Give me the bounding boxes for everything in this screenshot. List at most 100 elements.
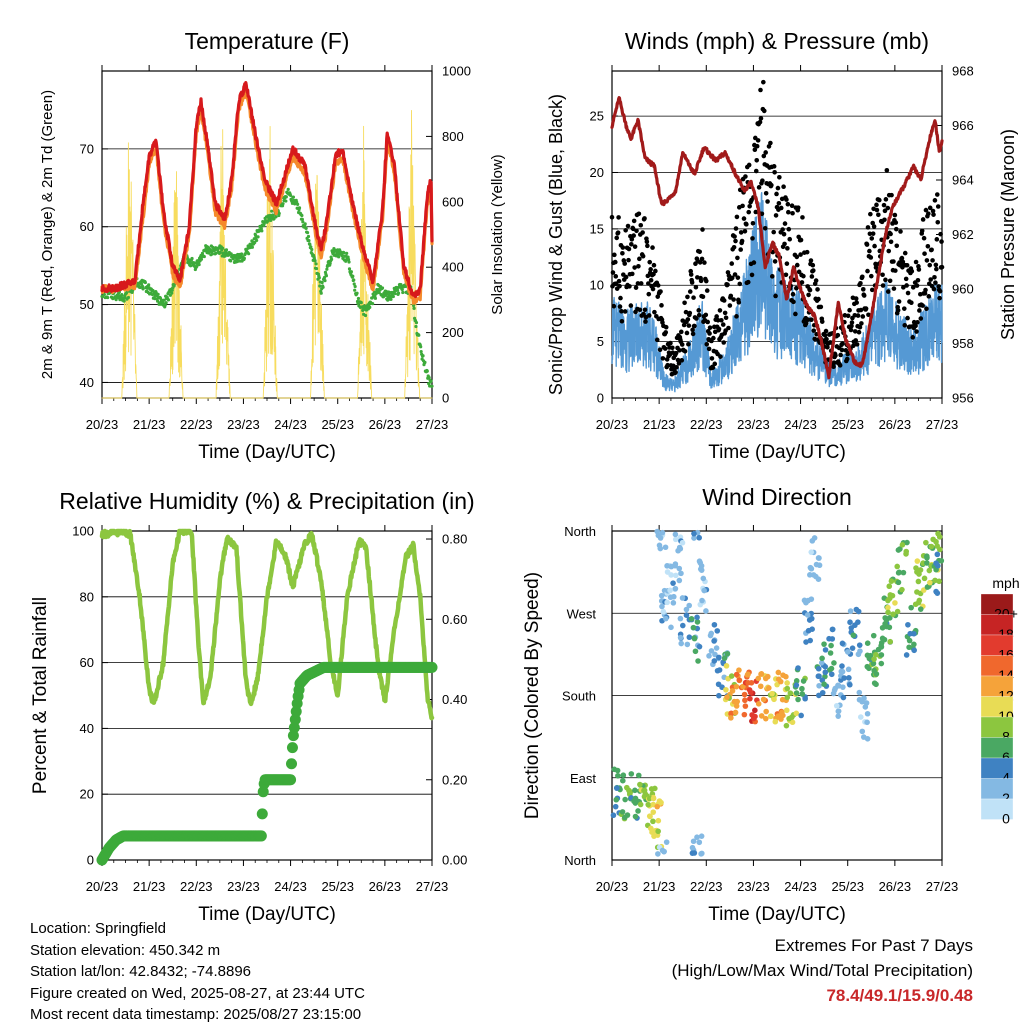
- direction-point: [632, 813, 639, 820]
- gust-point: [924, 258, 930, 263]
- direction-point: [815, 673, 822, 680]
- direction-point: [614, 767, 621, 774]
- direction-point: [659, 529, 666, 536]
- direction-point: [846, 675, 852, 681]
- gust-point: [611, 303, 617, 309]
- direction-point: [694, 619, 701, 625]
- dewpoint-point: [221, 246, 225, 250]
- dewpoint-point: [380, 286, 385, 290]
- dewpoint-point: [255, 238, 259, 243]
- dewpoint-point: [140, 284, 145, 289]
- direction-point: [712, 651, 718, 658]
- dewpoint-point: [210, 252, 214, 256]
- gust-point: [864, 242, 870, 247]
- gust-point: [698, 278, 704, 284]
- direction-point: [762, 675, 769, 682]
- winds-xtick-label: 22/23: [690, 417, 723, 432]
- direction-point: [613, 796, 620, 803]
- gust-point: [803, 320, 809, 326]
- direction-point: [748, 680, 755, 686]
- direction-point: [894, 608, 901, 615]
- gust-point: [885, 205, 891, 211]
- direction-point: [677, 545, 684, 552]
- dewpoint-point: [353, 288, 357, 292]
- direction-point: [694, 834, 700, 841]
- precip-point: [257, 786, 269, 798]
- gust-point: [728, 293, 734, 299]
- gust-point: [660, 356, 666, 361]
- direction-point: [873, 681, 879, 688]
- direction-ytick-label: North: [564, 524, 596, 539]
- gust-point: [771, 229, 776, 235]
- direction-point: [628, 771, 635, 777]
- direction-point: [699, 850, 705, 857]
- direction-point: [758, 713, 765, 719]
- direction-point: [911, 630, 917, 637]
- direction-xlabel: Time (Day/UTC): [708, 904, 846, 925]
- gust-point: [721, 298, 727, 303]
- direction-point: [655, 851, 661, 857]
- temperature-ytick-label: 60: [80, 219, 94, 234]
- temperature-ytick-right-label: 400: [442, 260, 464, 275]
- gust-point: [847, 307, 852, 313]
- dewpoint-point: [345, 251, 349, 256]
- direction-point: [815, 665, 822, 672]
- direction-point: [799, 691, 806, 697]
- gust-point: [901, 306, 907, 311]
- direction-point: [775, 669, 782, 676]
- gust-point: [662, 346, 668, 351]
- gust-point: [727, 303, 733, 308]
- gust-point: [659, 303, 664, 308]
- temperature-ytick-label: 50: [80, 297, 94, 312]
- direction-point: [677, 615, 684, 622]
- direction-point: [816, 682, 822, 689]
- direction-point: [649, 828, 656, 835]
- gust-point: [647, 259, 653, 265]
- direction-xtick-label: 21/23: [643, 879, 676, 894]
- direction-point: [908, 604, 914, 611]
- direction-point: [822, 663, 829, 670]
- dewpoint-point: [412, 303, 416, 308]
- speed-legend-label: 2: [1002, 790, 1010, 806]
- dewpoint-point: [300, 213, 304, 218]
- winds-xtick-label: 26/23: [879, 417, 912, 432]
- gust-point: [668, 340, 673, 346]
- gust-point: [869, 287, 875, 293]
- gust-point: [769, 182, 774, 188]
- gust-point: [613, 274, 619, 279]
- temperature-xtick-label: 23/23: [227, 417, 260, 432]
- direction-point: [650, 795, 657, 802]
- gust-point: [822, 333, 828, 338]
- direction-point: [635, 808, 641, 814]
- dewpoint-point: [395, 288, 400, 292]
- direction-point: [928, 543, 935, 550]
- winds-ytick-label: 15: [590, 221, 604, 236]
- gust-point: [758, 87, 763, 93]
- gust-point: [884, 168, 890, 173]
- gust-point: [870, 220, 875, 226]
- gust-point: [745, 279, 751, 285]
- gust-point: [620, 250, 625, 256]
- gust-point: [616, 215, 621, 220]
- direction-point: [807, 564, 814, 571]
- dewpoint-point: [118, 298, 122, 302]
- direction-point: [789, 719, 796, 726]
- gust-point: [773, 213, 779, 218]
- direction-point: [779, 696, 786, 703]
- dewpoint-point: [260, 229, 264, 233]
- direction-point: [934, 590, 941, 596]
- direction-point: [799, 685, 805, 692]
- gust-point: [772, 169, 777, 175]
- dewpoint-point: [319, 291, 323, 295]
- temperature-ytick-right-label: 800: [442, 129, 464, 144]
- direction-point: [769, 690, 775, 697]
- direction-xtick-label: 22/23: [690, 879, 723, 894]
- direction-point: [821, 641, 827, 647]
- gust-point: [909, 268, 915, 274]
- gust-point: [612, 252, 617, 258]
- direction-point: [870, 660, 877, 667]
- gust-point: [780, 227, 785, 232]
- gust-point: [615, 230, 621, 235]
- direction-point: [676, 565, 683, 572]
- dewpoint-point: [297, 206, 302, 210]
